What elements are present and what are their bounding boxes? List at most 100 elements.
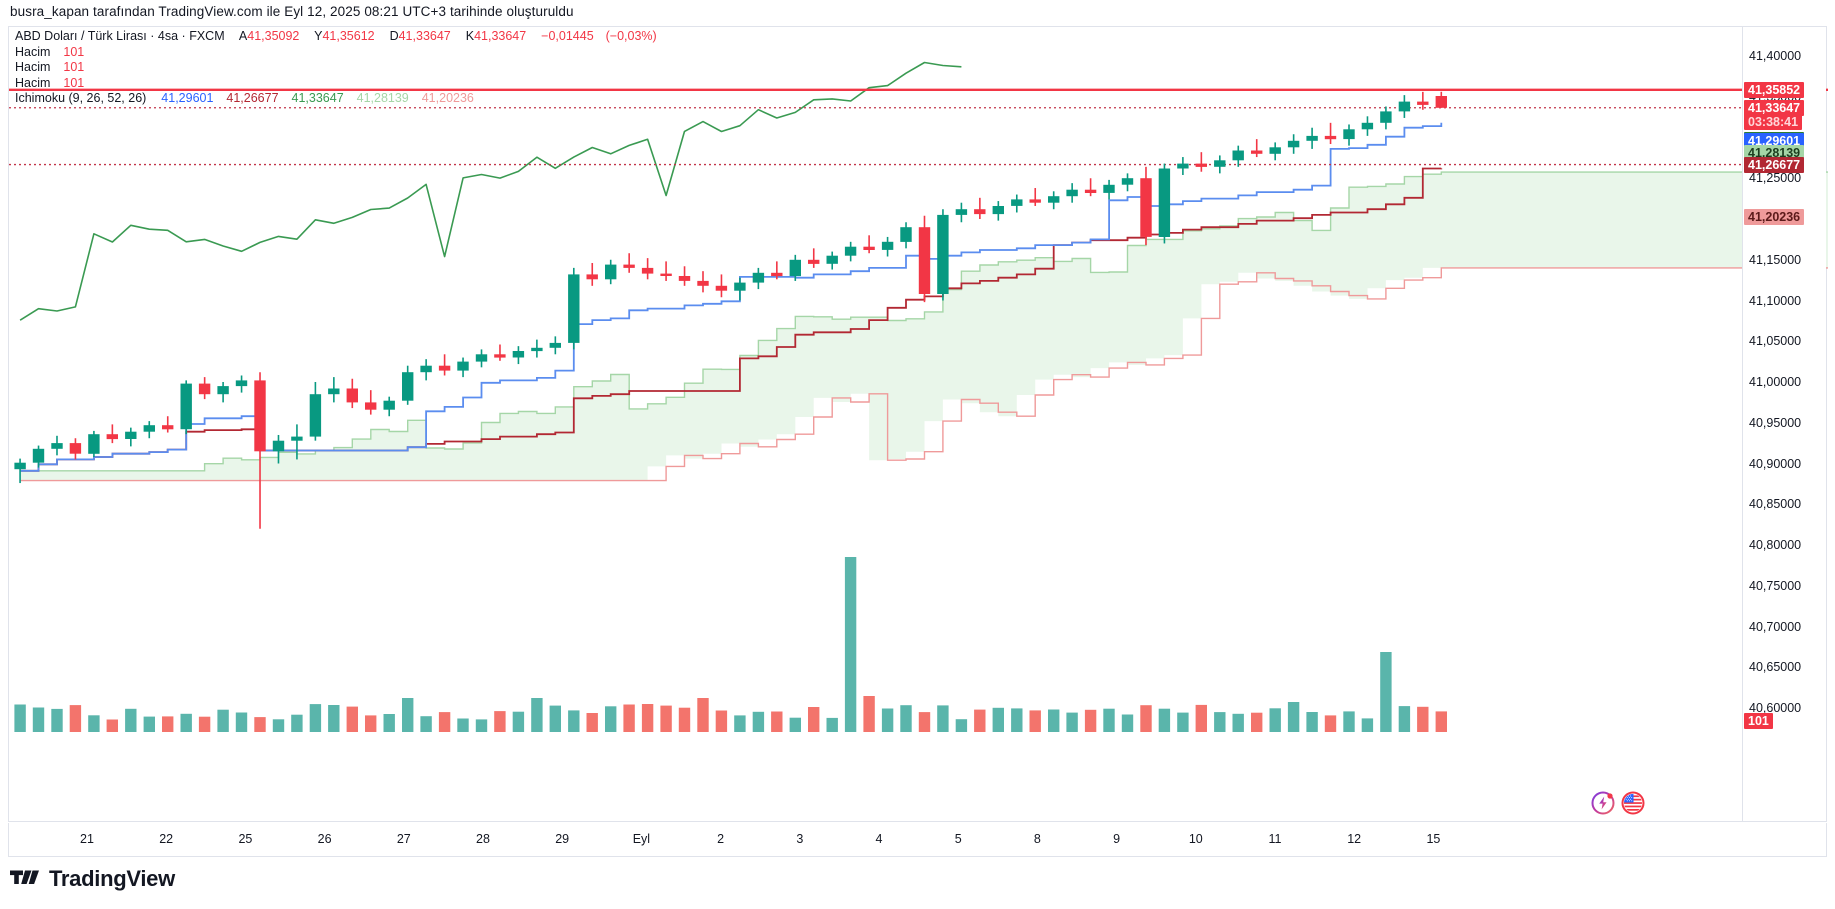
volume-bar[interactable] bbox=[494, 711, 506, 732]
time-axis[interactable]: 21 22 25 26 27 28 29 Eyl 2 3 4 5 8 9 10 11 12 15 bbox=[8, 823, 1827, 857]
candle-body[interactable] bbox=[1029, 199, 1041, 203]
candle-body[interactable] bbox=[863, 246, 875, 250]
candle-body[interactable] bbox=[808, 259, 820, 264]
legend-volume-row-1[interactable]: Hacim 101 bbox=[15, 45, 657, 60]
volume-bar[interactable] bbox=[789, 717, 801, 732]
volume-bar[interactable] bbox=[51, 708, 63, 732]
volume-bar[interactable] bbox=[272, 719, 285, 732]
volume-bar[interactable] bbox=[1177, 712, 1189, 732]
candle-body[interactable] bbox=[1158, 168, 1171, 238]
volume-bar[interactable] bbox=[235, 712, 248, 733]
candle-body[interactable] bbox=[217, 386, 229, 395]
candle-body[interactable] bbox=[1084, 189, 1097, 193]
volume-bar[interactable] bbox=[974, 709, 986, 732]
volume-bar[interactable] bbox=[863, 696, 875, 732]
candle-body[interactable] bbox=[937, 214, 949, 294]
candle-body[interactable] bbox=[32, 448, 45, 463]
volume-bar[interactable] bbox=[937, 705, 949, 732]
candle-body[interactable] bbox=[88, 434, 100, 454]
volume-bar[interactable] bbox=[752, 711, 765, 732]
candle-body[interactable] bbox=[918, 227, 931, 294]
volume-bar[interactable] bbox=[1232, 713, 1244, 732]
volume-bar[interactable] bbox=[1214, 712, 1226, 732]
legend-symbol-row[interactable]: ABD Doları / Türk Lirası · 4sa · FXCM A4… bbox=[15, 29, 657, 44]
candle-body[interactable] bbox=[605, 264, 617, 280]
price-badge-last-price[interactable]: 41,33647 bbox=[1744, 99, 1805, 116]
candle-body[interactable] bbox=[420, 365, 432, 373]
volume-badge[interactable]: 101 bbox=[1744, 713, 1773, 729]
candle-body[interactable] bbox=[309, 394, 322, 437]
candle-body[interactable] bbox=[992, 206, 1004, 215]
candle-body[interactable] bbox=[125, 431, 137, 439]
price-badge-kijun[interactable]: 41,26677 bbox=[1744, 156, 1805, 173]
candle-body[interactable] bbox=[1269, 147, 1281, 154]
candle-body[interactable] bbox=[734, 282, 746, 291]
candle-body[interactable] bbox=[1324, 135, 1337, 140]
volume-bar[interactable] bbox=[32, 707, 45, 733]
candle-body[interactable] bbox=[1287, 140, 1300, 148]
candle-body[interactable] bbox=[789, 259, 801, 277]
candle-body[interactable] bbox=[1121, 178, 1134, 185]
candle-body[interactable] bbox=[383, 400, 395, 410]
candle-body[interactable] bbox=[752, 272, 765, 283]
candle-body[interactable] bbox=[955, 209, 968, 215]
volume-bar[interactable] bbox=[14, 704, 26, 733]
volume-bar[interactable] bbox=[881, 708, 894, 733]
candle-body[interactable] bbox=[1011, 199, 1023, 206]
volume-bar[interactable] bbox=[402, 698, 414, 732]
volume-bar[interactable] bbox=[1417, 706, 1429, 732]
candle-body[interactable] bbox=[1048, 196, 1060, 203]
candle-body[interactable] bbox=[162, 425, 174, 430]
volume-bar[interactable] bbox=[217, 709, 229, 732]
candle-body[interactable] bbox=[1380, 111, 1392, 123]
volume-bar[interactable] bbox=[531, 698, 543, 732]
candle-body[interactable] bbox=[1103, 184, 1115, 193]
volume-bar[interactable] bbox=[771, 711, 783, 733]
volume-bar[interactable] bbox=[1361, 718, 1374, 732]
candle-body[interactable] bbox=[1140, 178, 1152, 237]
volume-bar[interactable] bbox=[420, 716, 432, 732]
volume-bar[interactable] bbox=[992, 707, 1004, 732]
volume-bar[interactable] bbox=[291, 714, 303, 732]
legend-ichimoku-row[interactable]: Ichimoku (9, 26, 52, 26) 41,29601 41,266… bbox=[15, 91, 657, 106]
candle-body[interactable] bbox=[1417, 101, 1429, 105]
price-badge-countdown[interactable]: 03:38:41 bbox=[1744, 113, 1803, 130]
price-badge-span-b[interactable]: 41,20236 bbox=[1744, 209, 1805, 226]
candle-body[interactable] bbox=[678, 276, 691, 281]
volume-bar[interactable] bbox=[162, 716, 174, 732]
chart-frame[interactable]: ABD Doları / Türk Lirası · 4sa · FXCM A4… bbox=[8, 26, 1828, 823]
volume-bar[interactable] bbox=[1011, 708, 1023, 732]
volume-bar[interactable] bbox=[106, 719, 118, 733]
candle-body[interactable] bbox=[1214, 160, 1226, 167]
candle-body[interactable] bbox=[365, 402, 377, 410]
chart-plot-area[interactable] bbox=[9, 27, 1828, 823]
candle-body[interactable] bbox=[328, 388, 340, 395]
candle-body[interactable] bbox=[475, 354, 488, 362]
volume-bar[interactable] bbox=[1269, 708, 1281, 732]
volume-bar[interactable] bbox=[1287, 702, 1300, 732]
candle-body[interactable] bbox=[1195, 163, 1207, 167]
candle-body[interactable] bbox=[291, 436, 303, 441]
candle-body[interactable] bbox=[641, 267, 654, 274]
tradingview-footer[interactable]: TradingView bbox=[10, 866, 175, 892]
us-flag-icon[interactable] bbox=[1621, 791, 1645, 815]
candle-body[interactable] bbox=[438, 365, 451, 371]
candle-body[interactable] bbox=[715, 285, 728, 291]
volume-bar[interactable] bbox=[198, 716, 211, 732]
candle-body[interactable] bbox=[771, 272, 783, 277]
candle-body[interactable] bbox=[272, 440, 285, 452]
candle-body[interactable] bbox=[881, 241, 894, 250]
volume-bar[interactable] bbox=[1121, 714, 1134, 733]
candle-body[interactable] bbox=[1251, 150, 1263, 154]
candle-body[interactable] bbox=[623, 264, 635, 268]
volume-bar[interactable] bbox=[1066, 712, 1078, 732]
candle-body[interactable] bbox=[1232, 150, 1244, 161]
candle-body[interactable] bbox=[457, 361, 469, 371]
candle-body[interactable] bbox=[900, 227, 912, 242]
candle-body[interactable] bbox=[106, 434, 118, 440]
candle-body[interactable] bbox=[531, 347, 543, 352]
volume-bar[interactable] bbox=[715, 710, 728, 733]
candle-body[interactable] bbox=[143, 425, 155, 432]
volume-bar[interactable] bbox=[1048, 709, 1060, 733]
volume-bar[interactable] bbox=[918, 712, 931, 732]
